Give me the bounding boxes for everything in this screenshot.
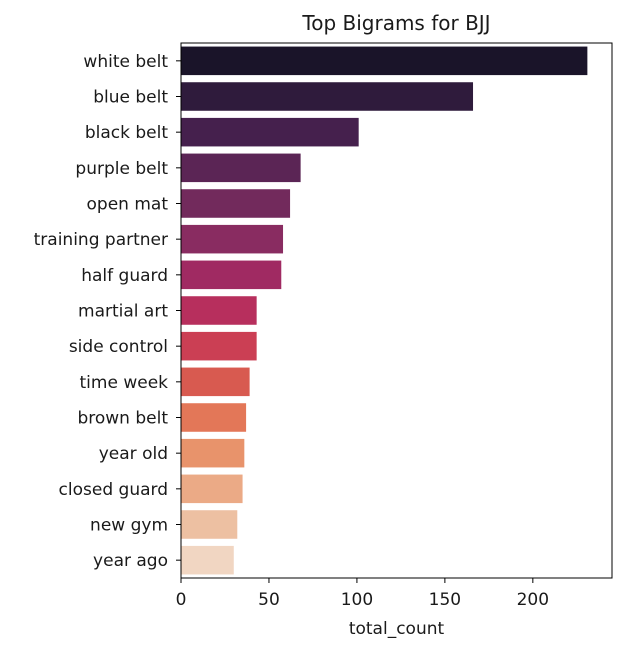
x-tick-label: 100: [341, 590, 373, 610]
bar-closed-guard: [181, 474, 243, 504]
x-tick-label: 0: [176, 590, 187, 610]
y-tick-label: training partner: [34, 230, 168, 250]
bar-martial-art: [181, 296, 257, 325]
bar-purple-belt: [181, 153, 301, 183]
y-tick-label: white belt: [83, 52, 168, 72]
y-tick-label: new gym: [90, 516, 168, 536]
bar-blue-belt: [181, 82, 474, 111]
bar-side-control: [181, 331, 257, 361]
y-tick-label: time week: [80, 373, 169, 393]
y-tick-label: year old: [99, 444, 168, 464]
bar-new-gym: [181, 510, 238, 539]
bar-black-belt: [181, 117, 359, 147]
bar-training-partner: [181, 224, 284, 254]
x-tick-label: 200: [517, 590, 549, 610]
bar-brown-belt: [181, 403, 247, 432]
y-tick-label: purple belt: [75, 159, 168, 179]
x-tick-label: 150: [429, 590, 461, 610]
bar-year-ago: [181, 545, 234, 575]
x-axis-ticks: 0 50 100 150 200: [176, 578, 549, 610]
bar-open-mat: [181, 189, 291, 218]
y-tick-label: brown belt: [77, 409, 168, 429]
bar-year-old: [181, 438, 245, 468]
bars-group: [181, 46, 588, 575]
y-tick-label: blue belt: [93, 88, 168, 108]
y-tick-label: half guard: [81, 266, 168, 286]
y-tick-label: martial art: [78, 302, 168, 322]
y-tick-label: black belt: [85, 123, 169, 143]
plot-frame: [180, 42, 613, 579]
y-category-labels: white belt blue belt black belt purple belt…: [34, 52, 181, 571]
chart-title: Top Bigrams for BJJ: [301, 11, 490, 35]
y-tick-label: side control: [69, 337, 168, 357]
y-tick-label: open mat: [87, 195, 169, 215]
y-tick-label: year ago: [93, 551, 168, 571]
x-axis-label: total_count: [349, 619, 445, 639]
x-tick-label: 50: [258, 590, 280, 610]
bar-time-week: [181, 367, 250, 397]
bar-half-guard: [181, 260, 282, 290]
bar-white-belt: [181, 46, 588, 76]
y-tick-label: closed guard: [59, 480, 168, 500]
